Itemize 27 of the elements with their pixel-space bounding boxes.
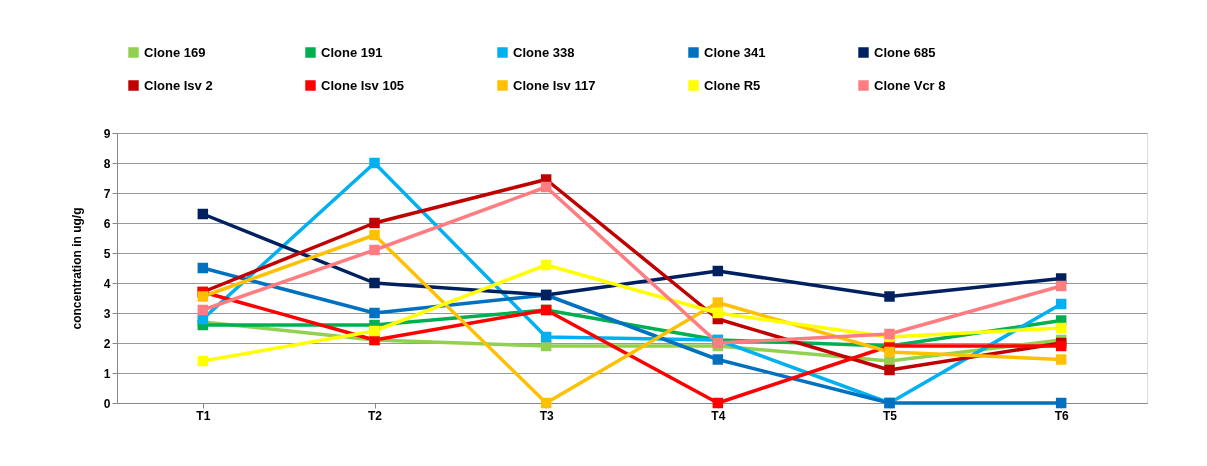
y-tick-label: 0	[103, 396, 111, 411]
legend-label: Clone Isv 105	[321, 77, 405, 93]
legend-label: Clone 191	[321, 44, 383, 60]
x-tick-label: T4	[711, 408, 726, 423]
legend-label: Clone 685	[874, 44, 936, 60]
y-tick-label: 4	[103, 276, 111, 291]
legend-label: Clone 169	[144, 44, 206, 60]
x-tick-label: T2	[367, 408, 383, 423]
legend-label: Clone Vcr 8	[874, 77, 946, 93]
x-tick-label: T5	[882, 408, 898, 423]
y-tick-label: 1	[103, 366, 111, 381]
y-axis-title: concentration in ug/g	[69, 207, 84, 330]
y-tick-label: 7	[103, 186, 111, 201]
y-tick-label: 5	[103, 246, 111, 261]
legend-label: Clone Isv 2	[144, 77, 213, 93]
y-tick-label: 9	[103, 126, 111, 141]
x-tick-label: T3	[539, 408, 554, 423]
x-tick-label: T1	[196, 408, 211, 423]
y-tick-label: 3	[103, 306, 111, 321]
y-tick-label: 8	[103, 156, 111, 171]
legend-label: Clone R5	[704, 77, 761, 93]
y-tick-label: 6	[103, 216, 111, 231]
x-tick-label: T6	[1054, 408, 1069, 423]
legend-label: Clone Isv 117	[513, 77, 596, 93]
legend-label: Clone 338	[513, 44, 575, 60]
legend-label: Clone 341	[704, 44, 766, 60]
y-tick-label: 2	[103, 336, 111, 351]
